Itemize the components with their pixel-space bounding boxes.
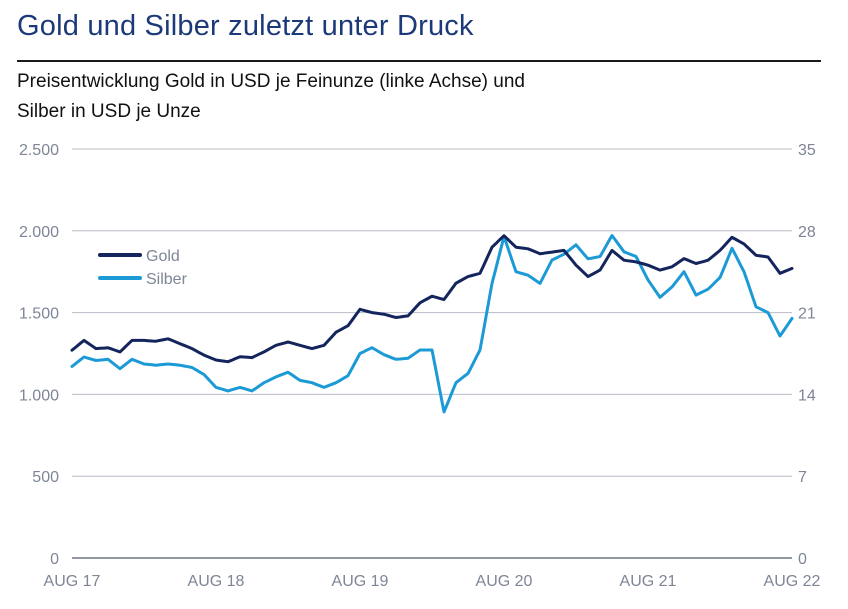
- left-tick-label: 500: [32, 469, 59, 486]
- x-tick-label: AUG 19: [332, 573, 389, 590]
- series-line-silber: [70, 234, 794, 414]
- right-tick-label: 28: [798, 224, 816, 241]
- title-rule: [17, 60, 821, 62]
- subtitle-line-2: Silber in USD je Unze: [17, 101, 201, 122]
- legend-label-silber: Silber: [146, 271, 188, 288]
- right-tick-label: 21: [798, 306, 816, 323]
- page-title: Gold und Silber zuletzt unter Druck: [17, 10, 474, 42]
- left-axis-ticks: 0 500 1.000 1.500 2.000 2.500: [19, 142, 59, 568]
- left-tick-label: 1.500: [19, 306, 59, 323]
- x-tick-label: AUG 18: [188, 573, 245, 590]
- x-tick-label: AUG 17: [44, 573, 101, 590]
- series-line-gold: [70, 234, 794, 364]
- x-axis-ticks: AUG 17 AUG 18 AUG 19 AUG 20 AUG 21 AUG 22: [44, 573, 821, 590]
- subtitle-line-1: Preisentwicklung Gold in USD je Feinunze…: [17, 71, 525, 92]
- left-tick-label: 0: [50, 551, 59, 568]
- series-lines: [70, 234, 794, 414]
- right-tick-label: 0: [798, 551, 807, 568]
- chart-subtitle: Preisentwicklung Gold in USD je Feinunze…: [17, 67, 777, 127]
- x-tick-label: AUG 22: [764, 573, 821, 590]
- gridlines: [72, 148, 792, 559]
- left-tick-label: 2.500: [19, 142, 59, 159]
- right-axis-ticks: 0 7 14 21 28 35: [798, 142, 816, 568]
- left-tick-label: 2.000: [19, 224, 59, 241]
- legend-label-gold: Gold: [146, 248, 180, 265]
- legend: Gold Silber: [98, 248, 188, 288]
- x-tick-label: AUG 20: [476, 573, 533, 590]
- right-tick-label: 7: [798, 469, 807, 486]
- x-tick-label: AUG 21: [620, 573, 677, 590]
- right-tick-label: 14: [798, 387, 816, 404]
- left-tick-label: 1.000: [19, 387, 59, 404]
- right-tick-label: 35: [798, 142, 816, 159]
